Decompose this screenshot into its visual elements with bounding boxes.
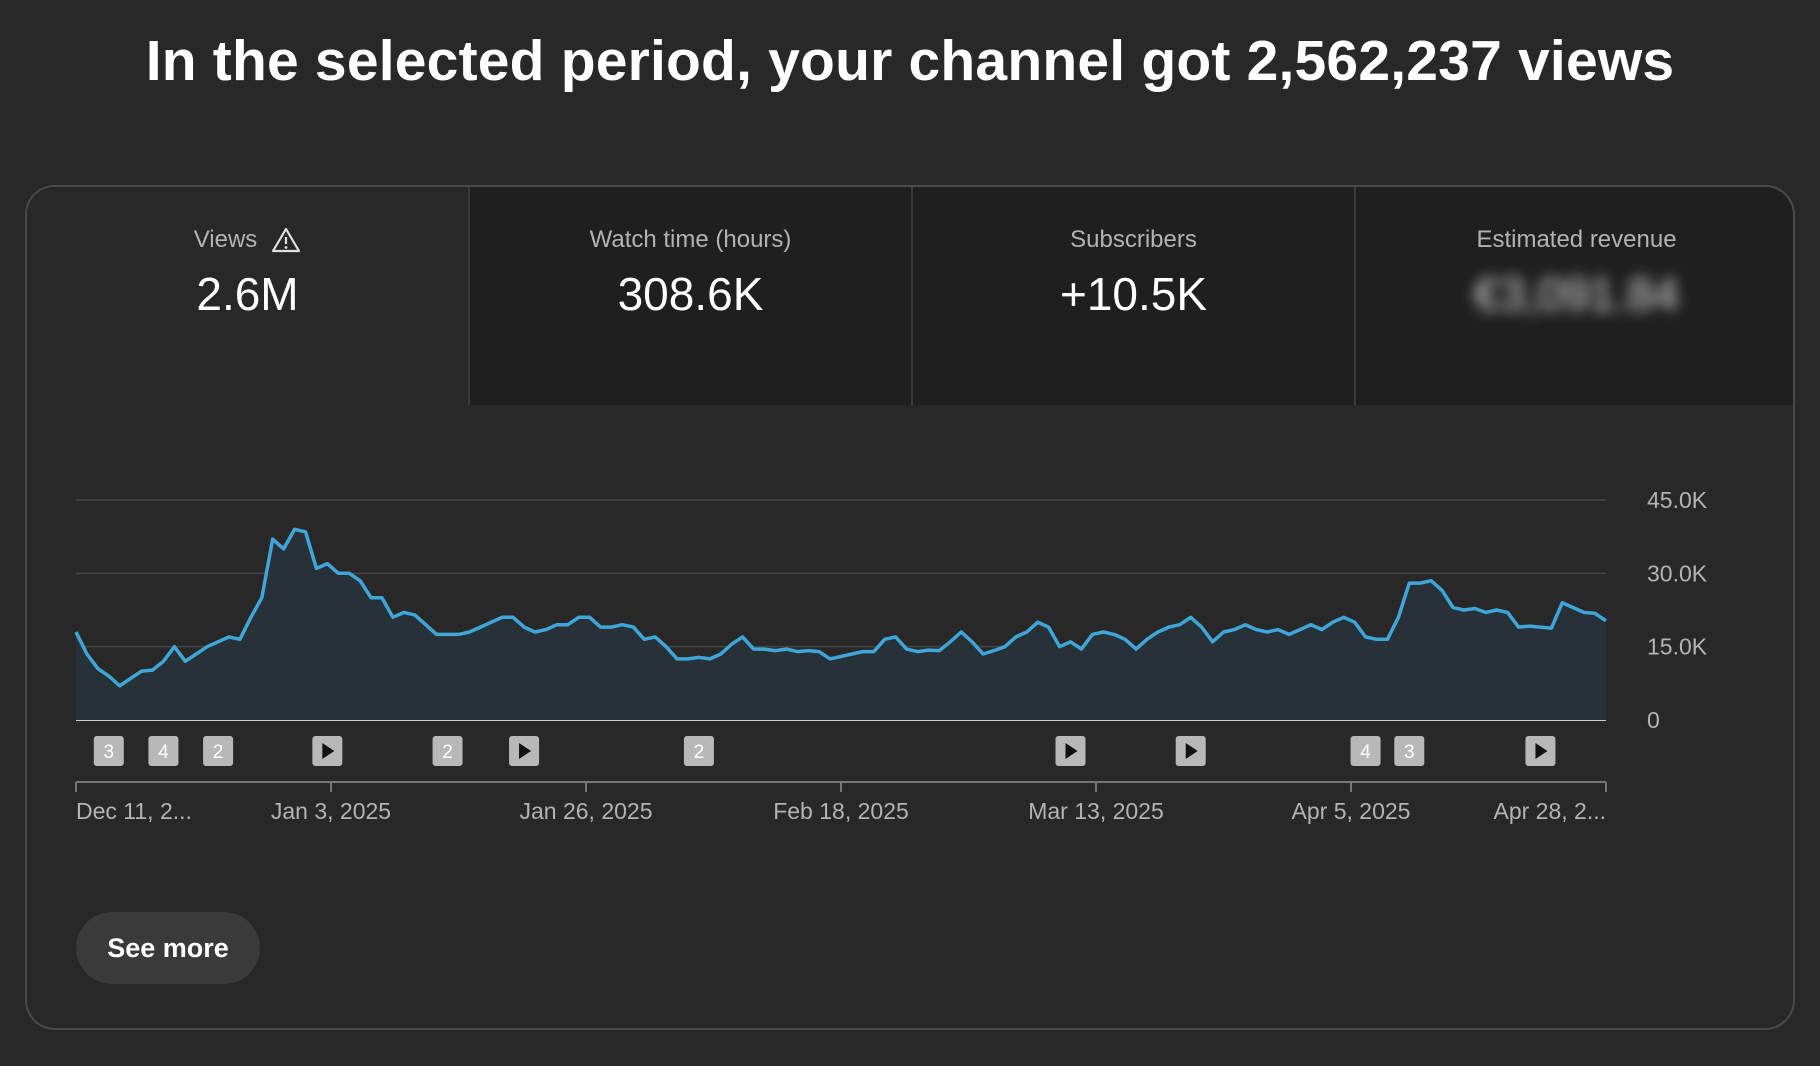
video-count-marker[interactable]: 2 — [203, 736, 234, 766]
marker-count: 2 — [442, 742, 453, 763]
play-icon — [1535, 743, 1548, 759]
tab-subscribers-value: +10.5K — [1059, 268, 1208, 320]
views-line — [74, 527, 1607, 688]
tab-subscribers-label: Subscribers — [1070, 226, 1197, 253]
video-marker[interactable] — [1525, 736, 1556, 766]
y-tick-label: 45.0K — [1647, 487, 1708, 513]
views-area-fill — [76, 529, 1606, 720]
play-icon — [1185, 743, 1198, 759]
marker-count: 4 — [158, 742, 169, 763]
tab-watch-time-label: Watch time (hours) — [589, 226, 792, 253]
x-tick-label: Apr 5, 2025 — [1292, 798, 1411, 824]
x-tick-label: Dec 11, 2... — [76, 798, 192, 824]
tab-watch-time[interactable]: Watch time (hours) 308.6K — [468, 187, 911, 405]
tab-estimated-revenue[interactable]: Estimated revenue €3,091.84 — [1354, 187, 1793, 405]
tab-views-value: 2.6M — [196, 268, 299, 320]
x-tick-label: Mar 13, 2025 — [1028, 798, 1164, 824]
video-marker[interactable] — [1055, 736, 1086, 766]
marker-count: 4 — [1360, 742, 1371, 763]
marker-count: 3 — [1404, 742, 1415, 763]
tab-revenue-value: €3,091.84 — [1474, 268, 1679, 320]
marker-count: 3 — [103, 742, 114, 763]
video-count-marker[interactable]: 2 — [432, 736, 463, 766]
video-count-marker[interactable]: 4 — [1350, 736, 1381, 766]
video-count-marker[interactable]: 4 — [148, 736, 179, 766]
video-marker[interactable] — [1175, 736, 1206, 766]
x-tick-label: Apr 28, 2... — [1493, 798, 1606, 824]
y-tick-label: 30.0K — [1647, 560, 1708, 586]
marker-count: 2 — [694, 742, 705, 763]
marker-count: 2 — [213, 742, 224, 763]
x-tick-label: Jan 3, 2025 — [271, 798, 391, 824]
page-headline: In the selected period, your channel got… — [145, 29, 1675, 93]
play-icon — [1065, 743, 1078, 759]
y-tick-label: 0 — [1647, 707, 1660, 733]
tab-revenue-label: Estimated revenue — [1476, 226, 1677, 253]
x-tick-label: Jan 26, 2025 — [519, 798, 652, 824]
play-icon — [322, 743, 335, 759]
warning-icon[interactable] — [271, 227, 301, 253]
video-count-marker[interactable]: 3 — [1394, 736, 1425, 766]
play-icon — [519, 743, 532, 759]
tab-views[interactable]: Views 2.6M — [27, 187, 468, 405]
x-tick-label: Feb 18, 2025 — [773, 798, 909, 824]
tab-subscribers[interactable]: Subscribers +10.5K — [911, 187, 1354, 405]
video-count-marker[interactable]: 3 — [93, 736, 124, 766]
y-tick-label: 15.0K — [1647, 634, 1708, 660]
analytics-card: Views 2.6M Watch time (hours) 308.6K Sub… — [25, 185, 1795, 1030]
see-more-button[interactable]: See more — [76, 912, 260, 984]
metric-tabs: Views 2.6M Watch time (hours) 308.6K Sub… — [27, 187, 1793, 405]
video-marker[interactable] — [312, 736, 343, 766]
tab-watch-time-value: 308.6K — [617, 268, 764, 320]
tab-views-label: Views — [193, 226, 258, 253]
video-marker[interactable] — [509, 736, 540, 766]
views-chart[interactable]: 45.0K 30.0K 15.0K 0 3 4 2 2 2 4 3 Dec 11, 2... Jan… — [27, 405, 1795, 885]
video-count-marker[interactable]: 2 — [683, 736, 714, 766]
